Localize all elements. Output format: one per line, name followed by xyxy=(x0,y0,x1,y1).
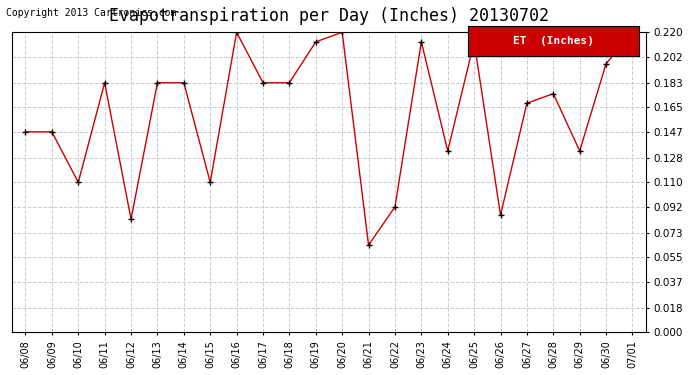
Title: Evapotranspiration per Day (Inches) 20130702: Evapotranspiration per Day (Inches) 2013… xyxy=(109,7,549,25)
Text: Copyright 2013 Cartronics.com: Copyright 2013 Cartronics.com xyxy=(6,8,177,18)
